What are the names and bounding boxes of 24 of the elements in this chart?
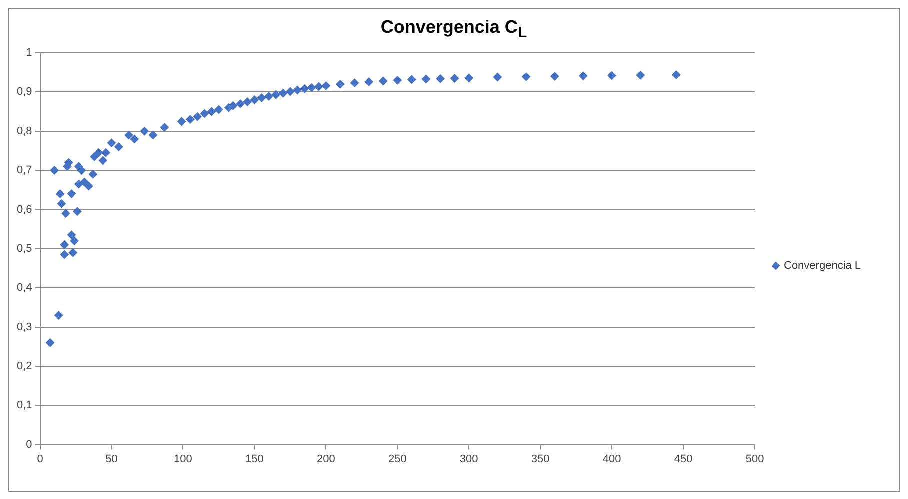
y-tick-label: 0,5 — [16, 242, 32, 255]
x-tick-label: 300 — [460, 453, 478, 466]
y-tick-label: 0,7 — [16, 164, 32, 177]
x-tick-label: 50 — [106, 453, 118, 466]
chart-title: Convergencia C$_{L}$ — [380, 17, 528, 43]
x-tick-label: 450 — [674, 453, 693, 466]
legend-label: Convergencia L — [784, 260, 862, 272]
x-tick-label: 500 — [746, 453, 764, 466]
x-tick-label: 150 — [246, 453, 264, 466]
y-tick-label: 0,1 — [16, 400, 32, 412]
x-tick-label: 100 — [174, 453, 192, 466]
y-tick-label: 0,3 — [16, 321, 32, 334]
y-tick-label: 0,2 — [16, 360, 32, 372]
y-tick-label: 0,6 — [16, 204, 32, 216]
y-tick-label: 1 — [26, 47, 32, 60]
y-tick-label: 0,9 — [16, 86, 32, 98]
y-tick-label: 0,4 — [16, 282, 32, 294]
x-tick-label: 400 — [602, 453, 622, 466]
y-tick-label: 0,8 — [16, 125, 32, 138]
x-tick-label: 200 — [316, 453, 336, 466]
y-tick-label: 0 — [26, 438, 32, 451]
x-tick-label: 350 — [531, 453, 550, 466]
x-tick-label: 250 — [388, 453, 407, 466]
x-tick-label: 0 — [37, 453, 44, 466]
